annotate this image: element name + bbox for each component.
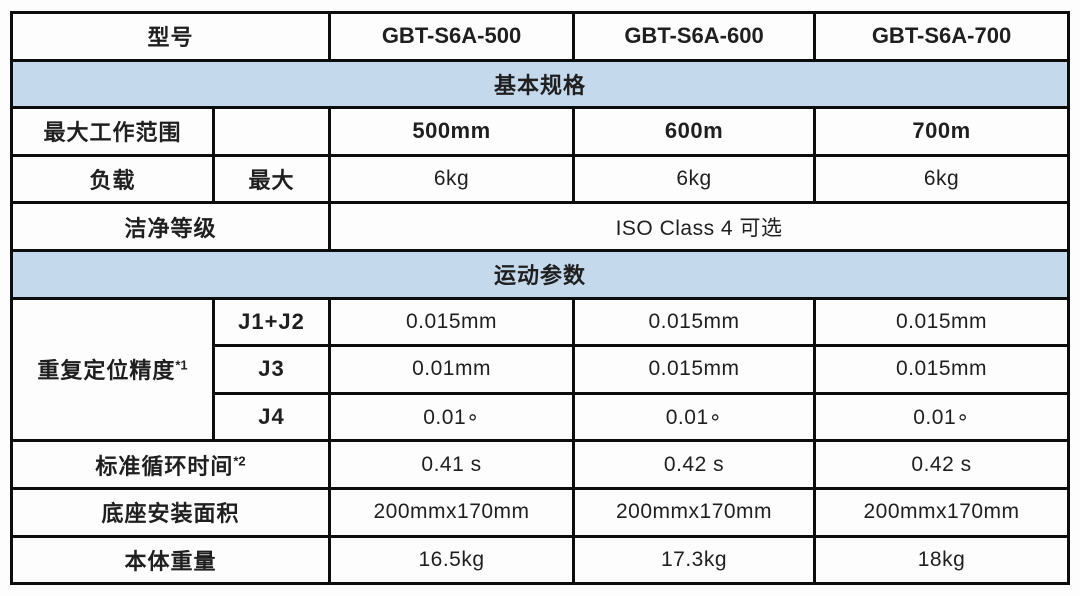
base-area-value-1: 200mmx170mm <box>328 486 576 538</box>
repeatability-label-text: 重复定位精度 <box>37 358 176 384</box>
cleanliness-value: ISO Class 4 可选 <box>328 201 1071 252</box>
motion-section-banner: 运动参数 <box>9 248 1071 300</box>
model-row: 型号 GBT-S6A-500 GBT-S6A-600 GBT-S6A-700 <box>9 11 1071 62</box>
joint-label-j3: J3 <box>211 344 332 395</box>
joint-label-j4: J4 <box>211 391 332 443</box>
repeatability-j1j2-value-1: 0.015mm <box>328 296 576 348</box>
payload-row: 负载 最大 6kg 6kg 6kg <box>10 153 1071 205</box>
repeatability-j3-value-1: 0.01mm <box>328 344 576 395</box>
repeatability-row-j1j2: 重复定位精度*1 J1+J2 0.015mm 0.015mm 0.015mm <box>10 296 1071 443</box>
cycle-time-row: 标准循环时间*2 0.41 s 0.42 s 0.42 s <box>9 439 1071 490</box>
payload-label: 负载 <box>10 153 215 205</box>
repeatability-j4-value-2: 0.01∘ <box>572 391 817 443</box>
joint-label-j1j2: J1+J2 <box>211 296 332 348</box>
cleanliness-row: 洁净等级 ISO Class 4 可选 <box>9 201 1071 252</box>
base-area-row: 底座安装面积 200mmx170mm 200mmx170mm 200mmx170… <box>9 486 1071 538</box>
cycle-time-value-1: 0.41 s <box>328 439 576 490</box>
model-name-2: GBT-S6A-600 <box>572 11 817 62</box>
work-range-value-1: 500mm <box>328 106 576 157</box>
body-weight-value-2: 17.3kg <box>572 534 817 586</box>
model-name-3: GBT-S6A-700 <box>813 11 1071 62</box>
repeatability-label: 重复定位精度*1 <box>10 296 215 443</box>
body-weight-value-3: 18kg <box>813 534 1071 586</box>
repeatability-j1j2-value-2: 0.015mm <box>572 296 817 348</box>
model-row-label: 型号 <box>9 11 332 62</box>
body-weight-row: 本体重量 16.5kg 17.3kg 18kg <box>9 534 1071 586</box>
cycle-time-value-2: 0.42 s <box>572 439 817 490</box>
repeatability-j4-value-3: 0.01∘ <box>813 391 1071 443</box>
payload-value-1: 6kg <box>328 153 576 205</box>
cycle-time-footnote-mark: *2 <box>233 453 246 469</box>
work-range-row: 最大工作范围 500mm 600m 700m <box>10 106 1071 157</box>
base-area-value-3: 200mmx170mm <box>813 486 1071 538</box>
work-range-value-3: 700m <box>813 106 1071 157</box>
cycle-time-value-3: 0.42 s <box>813 439 1071 490</box>
payload-sub-label: 最大 <box>211 153 332 205</box>
motion-section-title: 运动参数 <box>9 248 1071 300</box>
body-weight-value-1: 16.5kg <box>328 534 576 586</box>
basic-section-banner: 基本规格 <box>9 58 1071 110</box>
base-area-label: 底座安装面积 <box>9 486 332 538</box>
work-range-sub-empty <box>211 106 332 157</box>
payload-value-2: 6kg <box>572 153 817 205</box>
work-range-label: 最大工作范围 <box>10 106 215 157</box>
cycle-time-label-text: 标准循环时间 <box>95 453 234 479</box>
basic-section-title: 基本规格 <box>9 58 1071 110</box>
repeatability-row-j3: J3 0.01mm 0.015mm 0.015mm <box>12 344 1071 395</box>
model-name-1: GBT-S6A-500 <box>328 11 576 62</box>
repeatability-j3-value-3: 0.015mm <box>813 344 1071 395</box>
payload-value-3: 6kg <box>813 153 1071 205</box>
repeatability-footnote-mark: *1 <box>175 358 188 374</box>
repeatability-j3-value-2: 0.015mm <box>572 344 817 395</box>
repeatability-row-j4: J4 0.01∘ 0.01∘ 0.01∘ <box>12 391 1071 443</box>
repeatability-j1j2-value-3: 0.015mm <box>813 296 1071 348</box>
work-range-value-2: 600m <box>572 106 817 157</box>
body-weight-label: 本体重量 <box>9 534 332 586</box>
spec-table: 型号 GBT-S6A-500 GBT-S6A-600 GBT-S6A-700 基… <box>9 11 1071 586</box>
repeatability-j4-value-1: 0.01∘ <box>328 391 576 443</box>
cleanliness-label: 洁净等级 <box>9 201 332 252</box>
base-area-value-2: 200mmx170mm <box>572 486 817 538</box>
cycle-time-label: 标准循环时间*2 <box>9 439 332 490</box>
